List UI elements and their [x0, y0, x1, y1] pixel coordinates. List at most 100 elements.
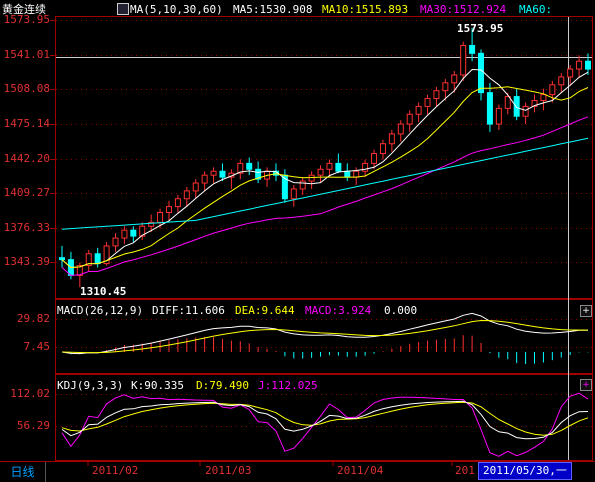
candle-body — [397, 123, 404, 135]
indicator-axis-tick: 29.82 — [16, 312, 50, 325]
macd-indicator — [61, 312, 589, 365]
candle-body — [59, 257, 65, 261]
candle-body — [504, 96, 511, 109]
macd-diff-line — [61, 312, 588, 355]
yaxis-tick: 1343.39 — [3, 255, 50, 268]
candle-body — [406, 113, 413, 125]
candle-body — [486, 92, 493, 125]
kdj-j-line — [61, 392, 589, 457]
kdj-d-line — [61, 401, 589, 436]
kdj-d: D:79.490 — [196, 379, 249, 392]
macd-value: MACD:3.924 — [305, 304, 372, 317]
yaxis-tick: 1376.33 — [3, 221, 50, 234]
kdj-params: KDJ(9,3,3) — [57, 379, 124, 392]
macd-params: MACD(26,12,9) — [57, 304, 144, 317]
kdj-j: J:112.025 — [258, 379, 318, 392]
candle-body — [513, 96, 520, 117]
macd-dea-line — [61, 319, 589, 354]
indicator-axis-tick: 7.45 — [23, 340, 51, 353]
candle-body — [246, 162, 253, 170]
high-price-marker: 1573.95 — [457, 22, 504, 35]
candle-body — [415, 105, 422, 115]
candle-body — [148, 221, 155, 227]
main-panel-frame — [55, 16, 593, 299]
ma5-value: MA5:1530.908 — [233, 3, 313, 16]
yaxis-tick: 1508.08 — [3, 82, 50, 95]
kdj-indicator — [61, 392, 589, 457]
candle-body — [478, 52, 485, 94]
date-label-feb: 2011/02 — [92, 464, 139, 477]
candle-body — [433, 90, 440, 100]
candle-body — [174, 198, 181, 208]
ma30-line — [61, 116, 589, 276]
date-label-apr: 2011/04 — [337, 464, 384, 477]
candle-body — [139, 225, 146, 237]
candle-body — [76, 265, 83, 276]
yaxis-tick: 1442.20 — [3, 152, 50, 165]
kdj-k-line — [61, 400, 589, 440]
candle-body — [469, 44, 476, 54]
candle-body — [549, 84, 556, 96]
cursor-date-readout: 2011/05/30,一 — [478, 462, 572, 480]
candle-body — [299, 180, 306, 190]
candle-body — [576, 60, 583, 70]
candle-body — [219, 170, 226, 178]
ma60-line — [61, 137, 589, 230]
candle-body — [201, 174, 208, 184]
candle-body — [371, 153, 378, 164]
ma60-value: MA60: — [519, 3, 553, 16]
ma-toggle-icon[interactable] — [117, 3, 129, 15]
indicator-axis-tick: 112.02 — [10, 387, 50, 400]
instrument-title: 黄金连续 — [2, 3, 46, 16]
yaxis-tick: 1409.27 — [3, 186, 50, 199]
candle-body — [585, 60, 591, 70]
candlestick-series[interactable] — [59, 27, 591, 288]
period-tab-daily[interactable]: 日线 — [0, 462, 46, 482]
candle-body — [540, 94, 547, 102]
candle-body — [558, 76, 565, 86]
candle-body — [344, 170, 351, 178]
candle-body — [94, 253, 101, 265]
macd-zero: 0.000 — [384, 304, 418, 317]
yaxis-tick: 1573.95 — [3, 13, 50, 26]
candle-body — [451, 74, 458, 84]
date-label-may: 201 — [455, 464, 475, 477]
candle-body — [130, 229, 137, 237]
candle-body — [157, 212, 164, 223]
grid-lines — [0, 16, 595, 466]
ma5-line — [61, 68, 589, 269]
candle-body — [495, 107, 502, 125]
candle-body — [362, 162, 369, 172]
macd-dea: DEA:9.644 — [235, 304, 295, 317]
kdj-expand-button[interactable]: + — [580, 379, 592, 391]
candle-body — [567, 68, 574, 78]
candle-body — [112, 237, 119, 247]
ma10-value: MA10:1515.893 — [322, 3, 409, 16]
ma30-value: MA30:1512.924 — [420, 3, 507, 16]
ma10-line — [61, 86, 589, 269]
macd-expand-button[interactable]: + — [580, 305, 592, 317]
candle-body — [388, 133, 395, 145]
candle-body — [183, 190, 190, 200]
date-label-mar: 2011/03 — [205, 464, 252, 477]
candle-body — [165, 206, 172, 214]
candle-body — [317, 168, 324, 176]
candle-body — [237, 162, 244, 174]
candle-body — [85, 253, 92, 267]
candle-body — [335, 162, 342, 172]
candle-body — [522, 105, 529, 117]
candle-body — [326, 162, 333, 170]
yaxis-tick: 1475.14 — [3, 117, 50, 130]
candle-body — [121, 229, 128, 239]
ma-params: MA(5,10,30,60) — [130, 3, 223, 16]
candle-body — [424, 98, 431, 107]
candle-body — [103, 245, 110, 265]
candle-body — [290, 188, 297, 200]
candle-body — [442, 82, 449, 92]
low-price-marker: 1310.45 — [80, 285, 127, 298]
candle-body — [308, 174, 315, 182]
yaxis-tick: 1541.01 — [3, 48, 50, 61]
indicator-axis-tick: 56.29 — [16, 419, 50, 432]
